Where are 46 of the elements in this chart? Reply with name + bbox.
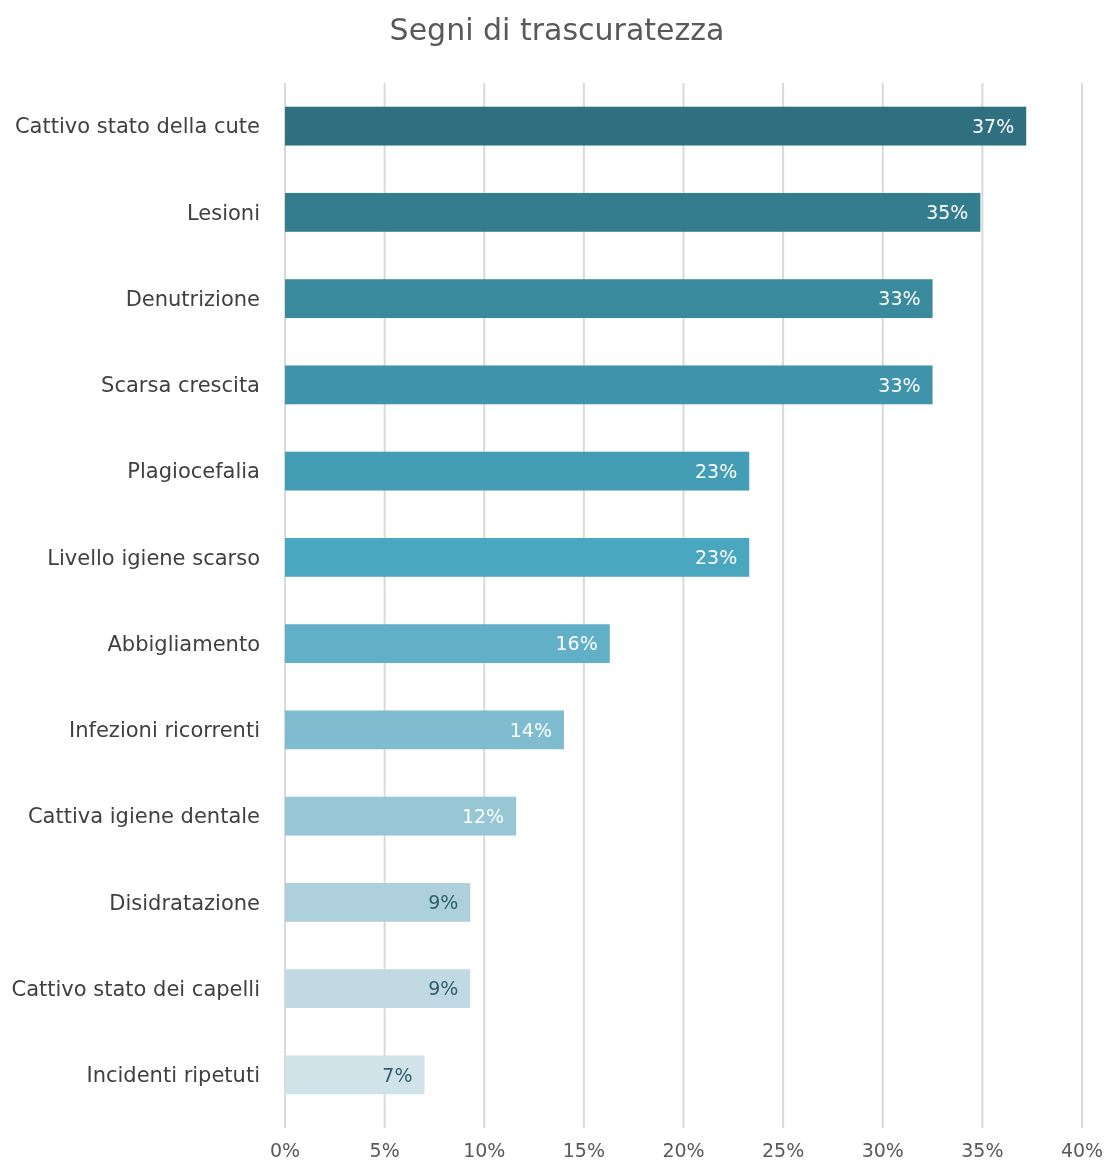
x-tick-label: 30% bbox=[861, 1139, 904, 1160]
data-label: 9% bbox=[428, 891, 459, 914]
x-tick-label: 10% bbox=[463, 1139, 506, 1160]
x-tick-label: 40% bbox=[1060, 1139, 1104, 1160]
bar bbox=[285, 796, 517, 836]
bar bbox=[285, 451, 750, 491]
data-label: 23% bbox=[695, 546, 738, 569]
x-tick-label: 20% bbox=[662, 1139, 705, 1160]
bar bbox=[285, 710, 564, 750]
data-label: 14% bbox=[509, 718, 552, 741]
data-label: 9% bbox=[428, 977, 459, 1000]
y-tick-label: Cattivo stato della cute bbox=[14, 114, 260, 139]
data-label: 16% bbox=[555, 632, 598, 655]
y-tick-label: Abbigliamento bbox=[107, 631, 260, 656]
x-tick-label: 5% bbox=[369, 1139, 400, 1160]
data-label: 33% bbox=[878, 373, 921, 396]
x-tick-label: 25% bbox=[762, 1139, 805, 1160]
bar bbox=[285, 969, 471, 1009]
bar bbox=[285, 624, 610, 664]
bar bbox=[285, 1055, 425, 1095]
y-tick-label: Denutrizione bbox=[125, 286, 260, 311]
y-tick-label: Cattiva igiene dentale bbox=[27, 804, 260, 829]
y-tick-label: Cattivo stato dei capelli bbox=[11, 976, 260, 1001]
bar bbox=[285, 882, 471, 922]
data-label: 7% bbox=[382, 1063, 413, 1086]
bar bbox=[285, 192, 981, 232]
x-tick-label: 0% bbox=[269, 1139, 301, 1160]
y-tick-label: Scarsa crescita bbox=[101, 373, 260, 398]
bar bbox=[285, 365, 933, 405]
bar bbox=[285, 106, 1027, 146]
y-tick-label: Livello igiene scarso bbox=[47, 545, 260, 570]
y-tick-label: Infezioni ricorrenti bbox=[69, 718, 260, 743]
data-label: 33% bbox=[878, 287, 921, 310]
data-label: 35% bbox=[926, 201, 969, 224]
y-tick-label: Incidenti ripetuti bbox=[86, 1063, 260, 1088]
x-tick-label: 35% bbox=[961, 1139, 1004, 1160]
data-label: 23% bbox=[695, 459, 738, 482]
chart-title: Segni di trascuratezza bbox=[389, 12, 725, 47]
bar bbox=[285, 279, 933, 319]
x-tick-label: 15% bbox=[562, 1139, 605, 1160]
y-tick-label: Plagiocefalia bbox=[127, 459, 260, 484]
data-label: 12% bbox=[461, 804, 505, 827]
data-label: 37% bbox=[971, 114, 1015, 137]
y-tick-label: Lesioni bbox=[186, 200, 260, 225]
y-tick-label: Disidratazione bbox=[109, 890, 260, 915]
bar bbox=[285, 537, 750, 577]
